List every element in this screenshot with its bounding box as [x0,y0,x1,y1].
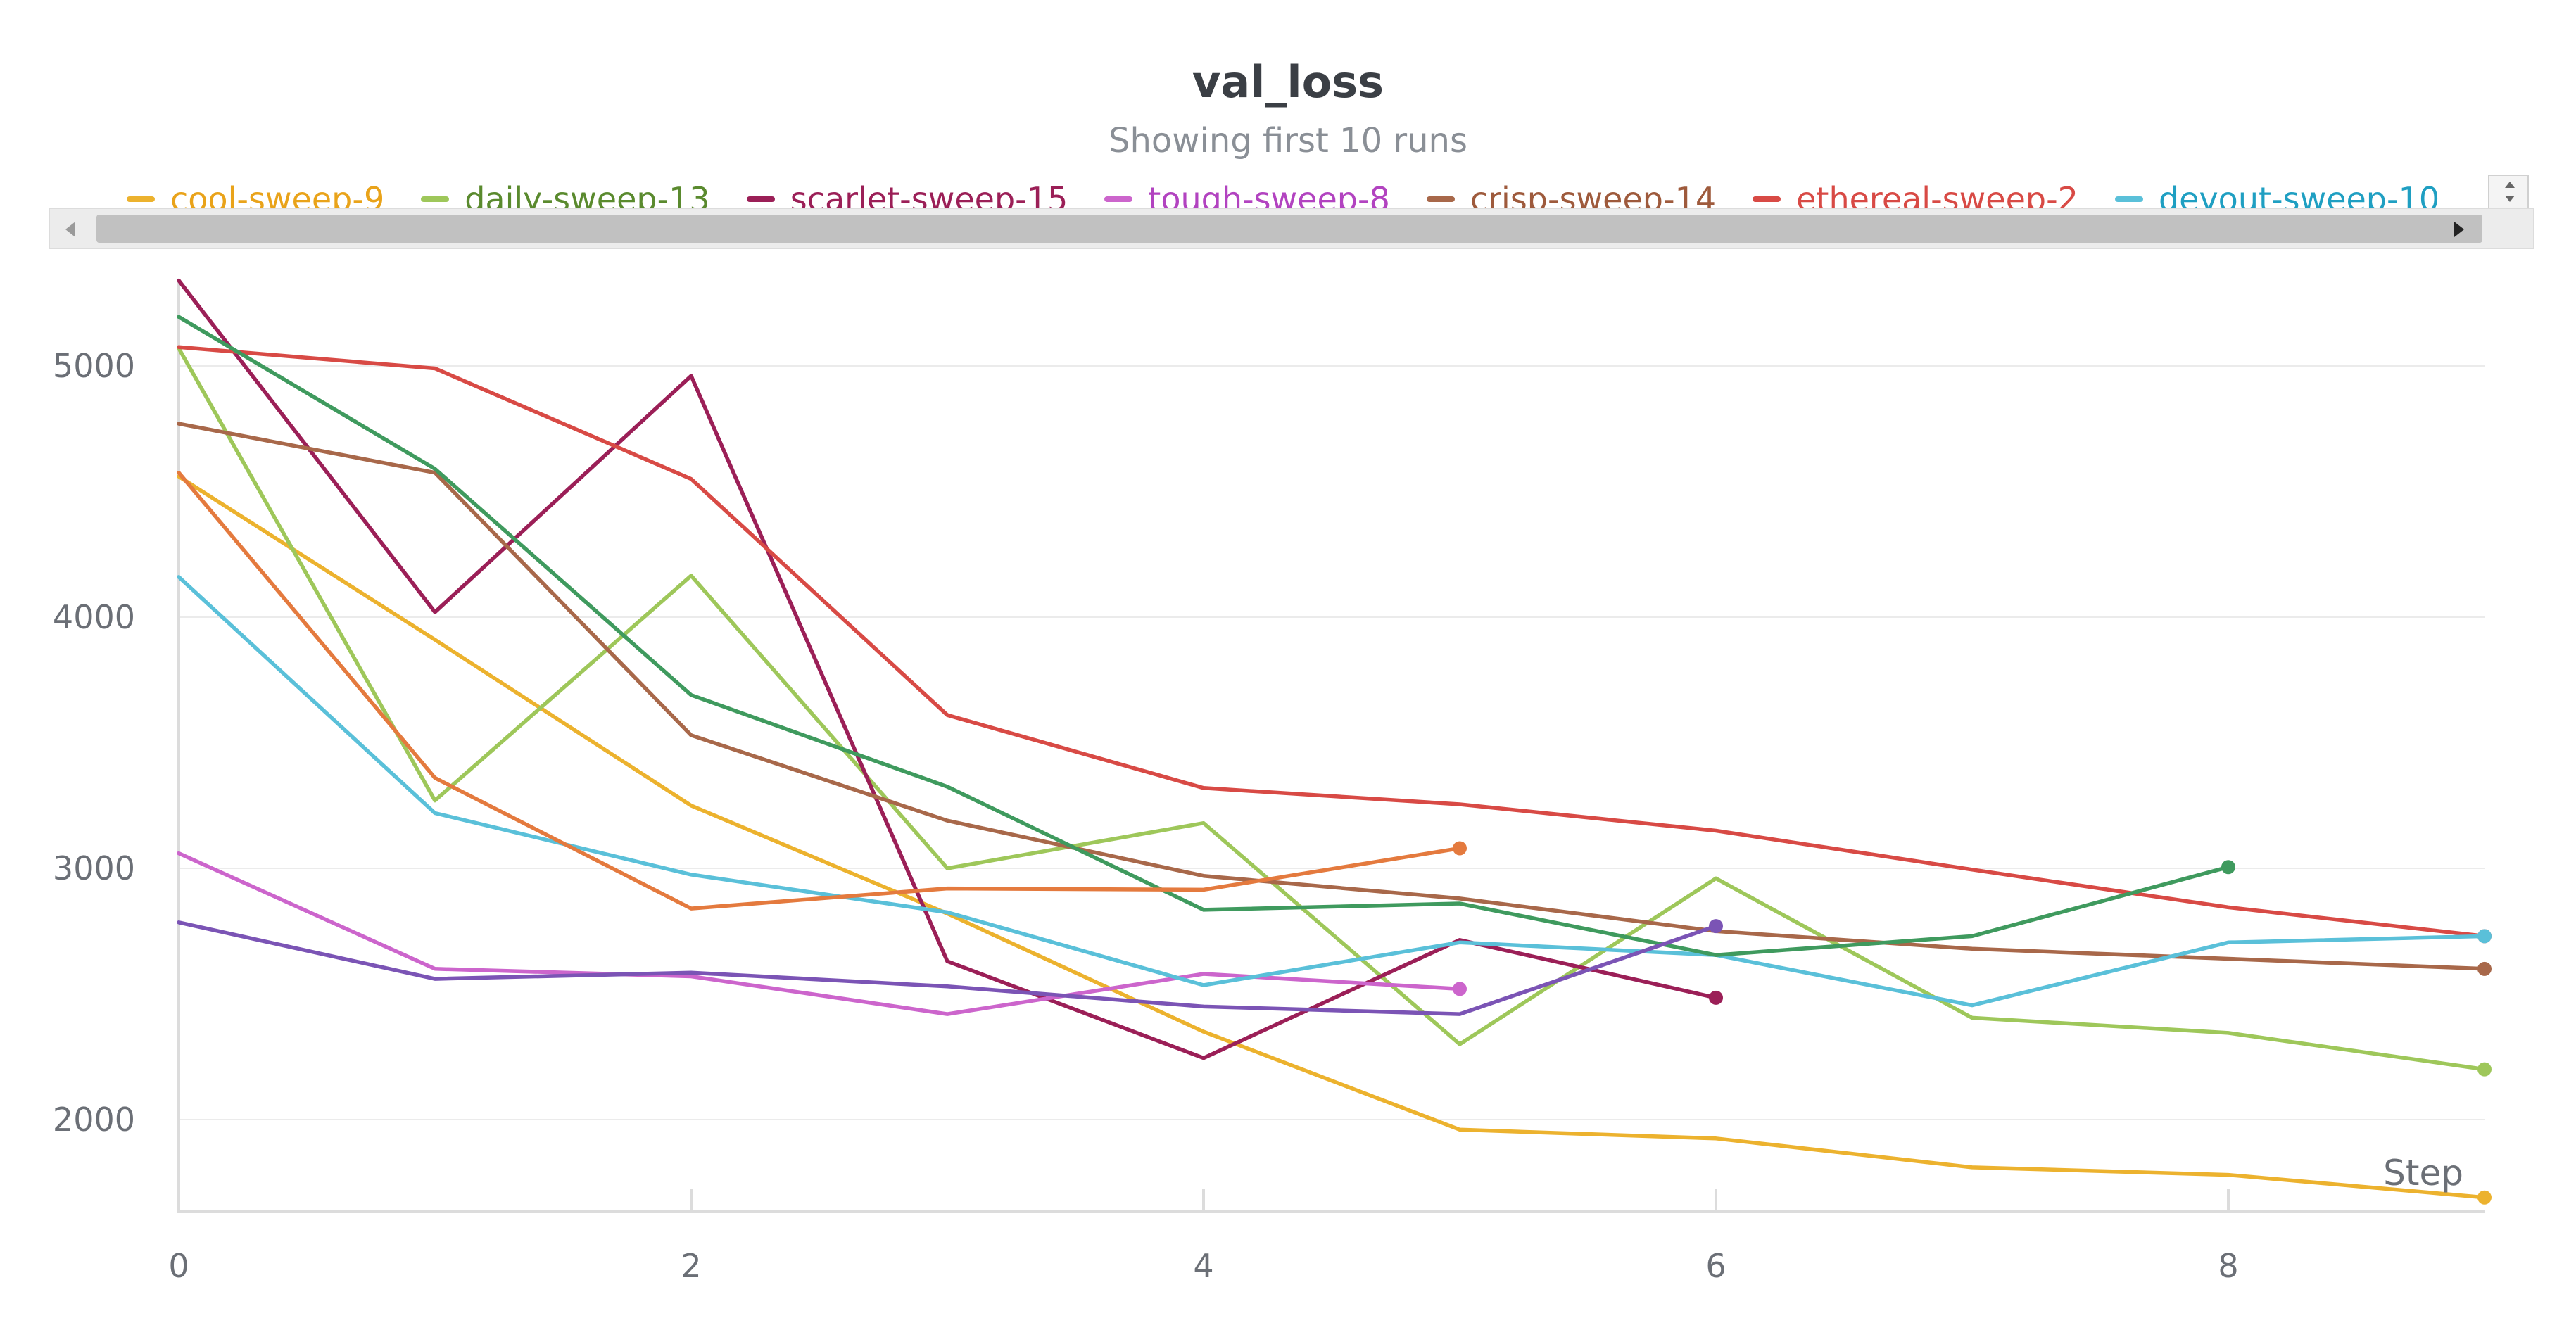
series-line[interactable] [177,575,2487,1008]
legend-swatch [1426,196,1455,202]
scroll-left-arrow-icon[interactable] [65,222,75,237]
series-line[interactable] [177,920,1718,1016]
x-tick-label: 6 [1705,1247,1726,1285]
series-end-point[interactable] [1453,982,1467,996]
series-line[interactable] [177,346,2487,1072]
series-end-point[interactable] [1453,841,1467,856]
series-end-point[interactable] [1709,990,1723,1005]
series-line[interactable] [177,345,2487,939]
axes [177,281,2485,1213]
series-line[interactable] [177,474,2487,1200]
legend-swatch [421,196,450,202]
stepper-up-icon[interactable] [2505,182,2515,188]
legend-swatch [1104,196,1133,202]
series-line[interactable] [177,422,2487,971]
series-line[interactable] [177,470,1462,911]
x-tick-label: 2 [681,1247,701,1285]
x-tick-label: 4 [1193,1247,1213,1285]
series-line[interactable] [177,315,2230,957]
x-tick-label: 8 [2218,1247,2238,1285]
series-end-point[interactable] [2221,860,2235,875]
legend-page-stepper[interactable] [2488,175,2529,210]
chart-title: val_loss [1192,56,1384,108]
legend-swatch [127,196,155,202]
series-end-point[interactable] [2477,1062,2492,1077]
series-end-point[interactable] [2477,929,2492,944]
y-tick-label: 5000 [53,347,135,385]
series-line[interactable] [177,278,1718,1060]
series-end-point[interactable] [2477,1190,2492,1205]
gridlines [179,365,2485,1121]
y-tick-label: 3000 [53,849,135,887]
y-tick-label: 4000 [53,598,135,636]
scroll-thumb[interactable] [96,215,2482,243]
y-tick-label: 2000 [53,1101,135,1139]
axis-labels: Step 2000 3000 4000 5000 0 2 4 6 8 [53,347,2463,1285]
x-axis-title: Step [2383,1153,2463,1193]
legend-swatch [746,196,775,202]
series-end-point[interactable] [1709,919,1723,934]
scroll-right-arrow-icon[interactable] [2454,222,2464,237]
stepper-down-icon[interactable] [2505,196,2515,202]
legend-scrollbar[interactable] [49,208,2534,249]
legend-swatch [1753,196,1781,202]
series-end-point[interactable] [2477,961,2492,976]
x-tick-label: 0 [168,1247,189,1285]
chart-subtitle: Showing first 10 runs [1109,121,1467,160]
series-lines [177,278,2492,1205]
legend-bar: cool-sweep-9 daily-sweep-13 scarlet-sweep-… [49,166,2534,249]
legend-swatch [2114,196,2143,202]
